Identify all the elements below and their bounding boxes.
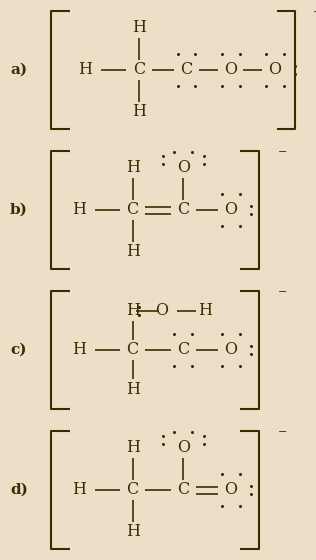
Text: O: O (177, 160, 190, 176)
Text: −: − (278, 427, 288, 437)
Text: c): c) (11, 343, 27, 357)
Text: C: C (180, 62, 192, 78)
Text: C: C (177, 202, 189, 218)
Text: H: H (126, 440, 140, 456)
Text: H: H (72, 202, 86, 218)
Text: H: H (72, 342, 86, 358)
Text: H: H (126, 160, 140, 176)
Text: C: C (177, 482, 189, 498)
Text: H: H (126, 524, 140, 540)
Text: H: H (132, 104, 146, 120)
Text: C: C (127, 482, 139, 498)
Text: C: C (133, 62, 145, 78)
Text: O: O (224, 62, 237, 78)
Text: H: H (132, 20, 146, 36)
Text: H: H (126, 244, 140, 260)
Text: H: H (198, 302, 212, 319)
Text: O: O (224, 202, 237, 218)
Text: H: H (72, 482, 86, 498)
Text: b): b) (10, 203, 28, 217)
Text: C: C (177, 342, 189, 358)
Text: −: − (278, 147, 288, 157)
Text: −: − (313, 7, 316, 17)
Text: −: − (278, 287, 288, 297)
Text: O: O (224, 482, 237, 498)
Text: d): d) (10, 483, 28, 497)
Text: H: H (78, 62, 92, 78)
Text: O: O (155, 302, 168, 319)
Text: H: H (126, 302, 140, 319)
Text: H: H (126, 381, 140, 398)
Text: O: O (268, 62, 282, 78)
Text: O: O (177, 440, 190, 456)
Text: O: O (224, 342, 237, 358)
Text: C: C (127, 202, 139, 218)
Text: a): a) (10, 63, 27, 77)
Text: C: C (127, 342, 139, 358)
